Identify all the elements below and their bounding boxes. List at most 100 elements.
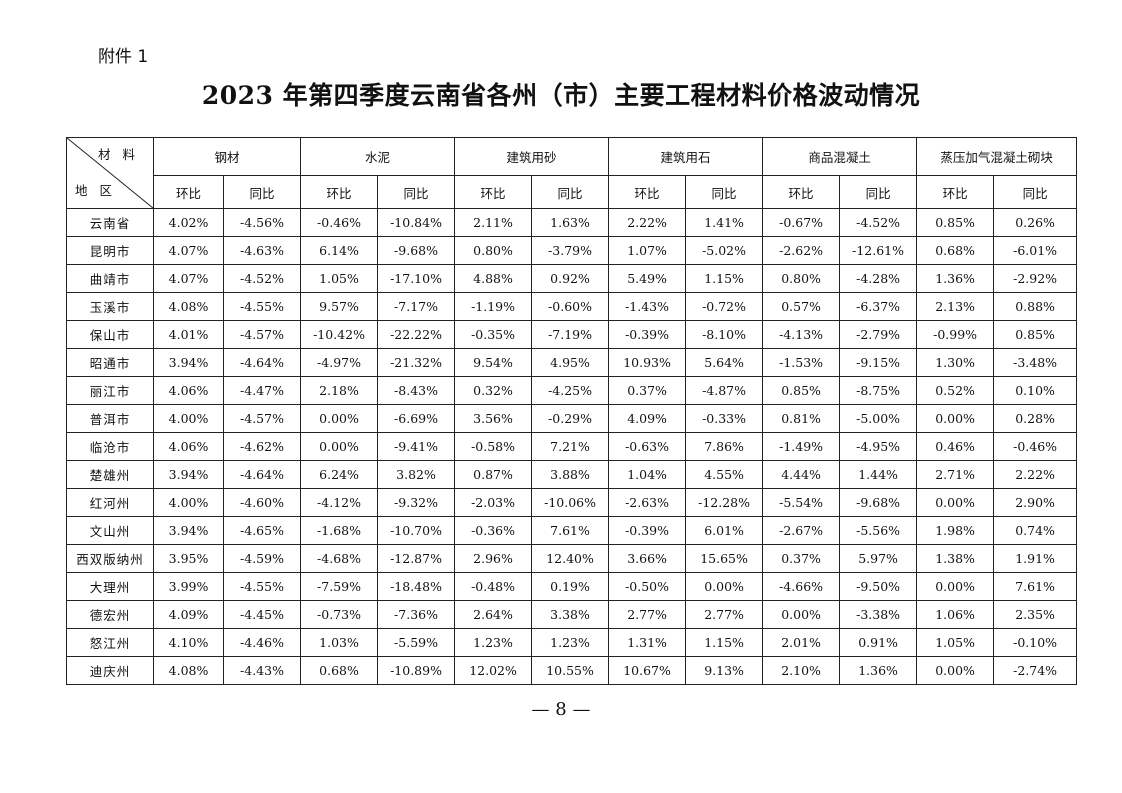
mom-value-cell: 4.02% bbox=[153, 208, 224, 237]
yoy-value-cell: 1.63% bbox=[531, 208, 610, 237]
material-label: 材 料 bbox=[98, 147, 139, 162]
mom-value-cell: 1.06% bbox=[916, 600, 995, 629]
mom-value-cell: 0.80% bbox=[454, 236, 533, 265]
table-row: 曲靖市 4.07% -4.52% 1.05% -17.10% 4.88% 0.92% 5.49… bbox=[66, 264, 1078, 293]
mom-value-cell: 2.96% bbox=[454, 544, 533, 573]
mom-value-cell: 0.37% bbox=[762, 544, 841, 573]
mom-value-cell: 1.30% bbox=[916, 348, 995, 377]
mom-value-cell: 0.87% bbox=[454, 460, 533, 489]
sub-header-yoy: 同比 bbox=[377, 175, 456, 209]
mom-value-cell: 4.07% bbox=[153, 236, 224, 265]
group-header-sand: 建筑用砂 bbox=[454, 137, 610, 176]
mom-value-cell: 6.24% bbox=[300, 460, 379, 489]
table-body: 云南省 4.02% -4.56% -0.46% -10.84% 2.11% 1.63% 2.2… bbox=[66, 208, 1078, 685]
mom-value-cell: 12.02% bbox=[454, 656, 533, 685]
yoy-value-cell: 1.15% bbox=[685, 264, 764, 293]
mom-value-cell: -1.53% bbox=[762, 348, 841, 377]
yoy-value-cell: 15.65% bbox=[685, 544, 764, 573]
yoy-value-cell: -2.79% bbox=[839, 320, 918, 349]
yoy-value-cell: -4.47% bbox=[222, 376, 302, 405]
mom-value-cell: -7.59% bbox=[300, 572, 379, 601]
mom-value-cell: -4.13% bbox=[762, 320, 841, 349]
mom-value-cell: 2.64% bbox=[454, 600, 533, 629]
table-row: 玉溪市 4.08% -4.55% 9.57% -7.17% -1.19% -0.60% -1.… bbox=[66, 292, 1078, 321]
yoy-value-cell: -10.06% bbox=[531, 488, 610, 517]
mom-value-cell: 4.09% bbox=[608, 404, 687, 433]
yoy-value-cell: 0.19% bbox=[531, 572, 610, 601]
mom-value-cell: -5.54% bbox=[762, 488, 841, 517]
header-row-groups: 材 料 地 区 钢材 水泥 建筑用砂 建筑用石 商品混凝土 蒸压加气混凝土砌块 bbox=[66, 137, 1078, 209]
yoy-value-cell: -0.29% bbox=[531, 404, 610, 433]
sub-header-yoy: 同比 bbox=[531, 175, 610, 209]
yoy-value-cell: -4.87% bbox=[685, 376, 764, 405]
yoy-value-cell: 4.55% bbox=[685, 460, 764, 489]
yoy-value-cell: -0.33% bbox=[685, 404, 764, 433]
yoy-value-cell: 0.10% bbox=[993, 376, 1078, 405]
yoy-value-cell: -3.38% bbox=[839, 600, 918, 629]
yoy-value-cell: -17.10% bbox=[377, 264, 456, 293]
mom-value-cell: 3.56% bbox=[454, 404, 533, 433]
region-cell: 昭通市 bbox=[66, 348, 154, 377]
mom-value-cell: -2.63% bbox=[608, 488, 687, 517]
table-row: 保山市 4.01% -4.57% -10.42% -22.22% -0.35% -7.19%… bbox=[66, 320, 1078, 349]
mom-value-cell: 10.93% bbox=[608, 348, 687, 377]
yoy-value-cell: -4.62% bbox=[222, 432, 302, 461]
mom-value-cell: 2.01% bbox=[762, 628, 841, 657]
mom-value-cell: 4.07% bbox=[153, 264, 224, 293]
mom-value-cell: -4.66% bbox=[762, 572, 841, 601]
mom-value-cell: 4.06% bbox=[153, 432, 224, 461]
mom-value-cell: -0.58% bbox=[454, 432, 533, 461]
mom-value-cell: 4.10% bbox=[153, 628, 224, 657]
mom-value-cell: -0.46% bbox=[300, 208, 379, 237]
yoy-value-cell: 1.41% bbox=[685, 208, 764, 237]
mom-value-cell: 10.67% bbox=[608, 656, 687, 685]
mom-value-cell: -1.19% bbox=[454, 292, 533, 321]
yoy-value-cell: -9.68% bbox=[839, 488, 918, 517]
yoy-value-cell: -4.56% bbox=[222, 208, 302, 237]
yoy-value-cell: -4.28% bbox=[839, 264, 918, 293]
mom-value-cell: 2.71% bbox=[916, 460, 995, 489]
mom-value-cell: -1.49% bbox=[762, 432, 841, 461]
document-title: 2023 年第四季度云南省各州（市）主要工程材料价格波动情况 bbox=[201, 81, 921, 110]
mom-value-cell: 0.32% bbox=[454, 376, 533, 405]
table-row: 昆明市 4.07% -4.63% 6.14% -9.68% 0.80% -3.79% 1.07… bbox=[66, 236, 1078, 265]
mom-value-cell: 0.57% bbox=[762, 292, 841, 321]
region-cell: 大理州 bbox=[66, 572, 154, 601]
yoy-value-cell: -0.46% bbox=[993, 432, 1078, 461]
yoy-value-cell: -0.10% bbox=[993, 628, 1078, 657]
sub-header-mom: 环比 bbox=[300, 175, 379, 209]
mom-value-cell: 0.00% bbox=[300, 432, 379, 461]
mom-value-cell: 4.44% bbox=[762, 460, 841, 489]
yoy-value-cell: -4.95% bbox=[839, 432, 918, 461]
yoy-value-cell: -8.43% bbox=[377, 376, 456, 405]
yoy-value-cell: -18.48% bbox=[377, 572, 456, 601]
sub-header-yoy: 同比 bbox=[685, 175, 764, 209]
mom-value-cell: 6.14% bbox=[300, 236, 379, 265]
mom-value-cell: 4.08% bbox=[153, 292, 224, 321]
table-row: 楚雄州 3.94% -4.64% 6.24% 3.82% 0.87% 3.88% 1.04% 4… bbox=[66, 460, 1078, 489]
yoy-value-cell: 7.21% bbox=[531, 432, 610, 461]
region-cell: 怒江州 bbox=[66, 628, 154, 657]
mom-value-cell: -0.63% bbox=[608, 432, 687, 461]
region-cell: 临沧市 bbox=[66, 432, 154, 461]
mom-value-cell: -0.67% bbox=[762, 208, 841, 237]
mom-value-cell: 0.00% bbox=[300, 404, 379, 433]
mom-value-cell: 0.68% bbox=[916, 236, 995, 265]
sub-header-mom: 环比 bbox=[762, 175, 841, 209]
yoy-value-cell: -4.65% bbox=[222, 516, 302, 545]
yoy-value-cell: -4.60% bbox=[222, 488, 302, 517]
mom-value-cell: 0.81% bbox=[762, 404, 841, 433]
yoy-value-cell: 0.88% bbox=[993, 292, 1078, 321]
yoy-value-cell: 7.86% bbox=[685, 432, 764, 461]
yoy-value-cell: 0.26% bbox=[993, 208, 1078, 237]
yoy-value-cell: -8.10% bbox=[685, 320, 764, 349]
mom-value-cell: 4.88% bbox=[454, 264, 533, 293]
yoy-value-cell: -4.57% bbox=[222, 320, 302, 349]
sub-header-yoy: 同比 bbox=[222, 175, 302, 209]
table-row: 大理州 3.99% -4.55% -7.59% -18.48% -0.48% 0.19% -0… bbox=[66, 572, 1078, 601]
mom-value-cell: -2.03% bbox=[454, 488, 533, 517]
group-header-aerated-block: 蒸压加气混凝土砌块 bbox=[916, 137, 1078, 176]
region-cell: 文山州 bbox=[66, 516, 154, 545]
yoy-value-cell: -7.36% bbox=[377, 600, 456, 629]
table-row: 临沧市 4.06% -4.62% 0.00% -9.41% -0.58% 7.21% -0.6… bbox=[66, 432, 1078, 461]
